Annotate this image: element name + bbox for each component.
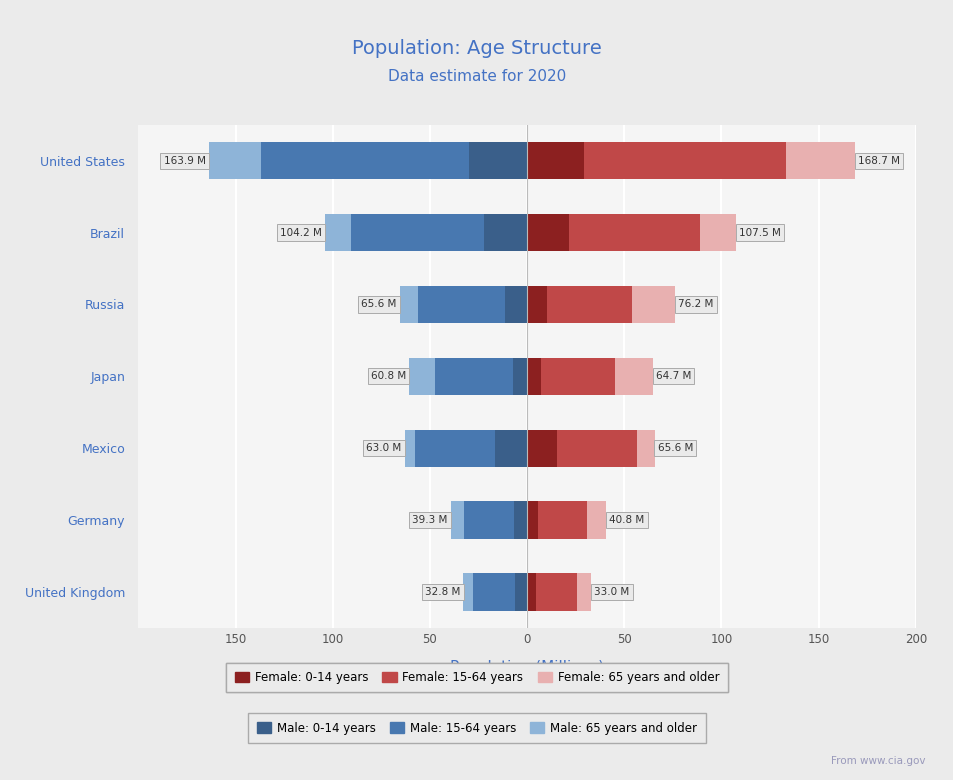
- Bar: [399, 285, 526, 323]
- Bar: [209, 142, 526, 179]
- Bar: [526, 502, 537, 539]
- Bar: [526, 573, 591, 611]
- Text: Population: Age Structure: Population: Age Structure: [352, 39, 601, 58]
- Bar: [526, 502, 587, 539]
- Bar: [450, 502, 526, 539]
- Text: 163.9 M: 163.9 M: [163, 156, 205, 165]
- Bar: [495, 430, 526, 467]
- Bar: [526, 214, 700, 251]
- Bar: [526, 358, 652, 395]
- Text: 40.8 M: 40.8 M: [609, 515, 644, 525]
- Bar: [261, 142, 526, 179]
- Bar: [526, 214, 568, 251]
- Bar: [526, 358, 540, 395]
- Text: 65.6 M: 65.6 M: [361, 300, 396, 310]
- Bar: [504, 285, 526, 323]
- Bar: [324, 214, 526, 251]
- Bar: [526, 430, 654, 467]
- Bar: [483, 214, 526, 251]
- Bar: [526, 285, 675, 323]
- Text: 76.2 M: 76.2 M: [678, 300, 713, 310]
- Bar: [415, 430, 526, 467]
- Bar: [417, 285, 526, 323]
- Bar: [526, 358, 615, 395]
- Text: 64.7 M: 64.7 M: [655, 371, 690, 381]
- Text: Data estimate for 2020: Data estimate for 2020: [388, 69, 565, 83]
- Legend: Female: 0-14 years, Female: 15-64 years, Female: 65 years and older: Female: 0-14 years, Female: 15-64 years,…: [226, 663, 727, 692]
- Bar: [526, 142, 784, 179]
- Bar: [526, 285, 632, 323]
- Bar: [469, 142, 526, 179]
- Text: 168.7 M: 168.7 M: [857, 156, 899, 165]
- Bar: [473, 573, 526, 611]
- Bar: [526, 214, 736, 251]
- Text: 33.0 M: 33.0 M: [594, 587, 629, 597]
- Bar: [512, 358, 526, 395]
- Text: 60.8 M: 60.8 M: [371, 371, 406, 381]
- Bar: [404, 430, 526, 467]
- Bar: [526, 142, 584, 179]
- X-axis label: Population (Millions): Population (Millions): [450, 660, 603, 675]
- Text: 65.6 M: 65.6 M: [657, 443, 692, 453]
- Bar: [514, 502, 526, 539]
- Bar: [409, 358, 526, 395]
- Bar: [526, 573, 577, 611]
- Legend: Male: 0-14 years, Male: 15-64 years, Male: 65 years and older: Male: 0-14 years, Male: 15-64 years, Mal…: [248, 714, 705, 743]
- Text: 63.0 M: 63.0 M: [366, 443, 401, 453]
- Text: 107.5 M: 107.5 M: [739, 228, 780, 238]
- Bar: [526, 573, 536, 611]
- Text: From www.cia.gov: From www.cia.gov: [830, 756, 924, 766]
- Bar: [526, 502, 606, 539]
- Bar: [464, 502, 526, 539]
- Bar: [526, 430, 637, 467]
- Bar: [515, 573, 526, 611]
- Bar: [526, 430, 557, 467]
- Bar: [435, 358, 526, 395]
- Bar: [351, 214, 526, 251]
- Text: 39.3 M: 39.3 M: [412, 515, 447, 525]
- Bar: [463, 573, 526, 611]
- Text: 104.2 M: 104.2 M: [279, 228, 321, 238]
- Bar: [526, 142, 854, 179]
- Text: 32.8 M: 32.8 M: [425, 587, 460, 597]
- Bar: [526, 285, 546, 323]
